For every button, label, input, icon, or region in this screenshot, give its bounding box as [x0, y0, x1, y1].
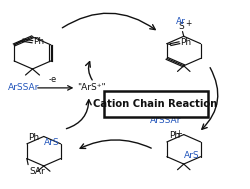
Text: Ph: Ph: [169, 131, 180, 140]
Text: Ph: Ph: [180, 38, 192, 47]
Text: "ArS⁺": "ArS⁺": [78, 83, 106, 92]
Text: ArSSAr: ArSSAr: [8, 83, 39, 92]
Text: +: +: [186, 19, 192, 28]
Text: Ph: Ph: [28, 133, 39, 142]
Text: +: +: [176, 129, 182, 138]
Text: ArS: ArS: [44, 138, 60, 147]
Text: Cation Chain Reaction: Cation Chain Reaction: [94, 99, 218, 109]
Text: ArS: ArS: [184, 151, 200, 160]
Text: Ar: Ar: [176, 16, 186, 26]
Text: Ph: Ph: [34, 37, 45, 46]
FancyBboxPatch shape: [104, 91, 208, 117]
Text: ArSSAr: ArSSAr: [150, 115, 182, 125]
Text: S: S: [178, 22, 184, 31]
Text: SAr: SAr: [29, 167, 45, 176]
Text: -e: -e: [49, 75, 57, 84]
